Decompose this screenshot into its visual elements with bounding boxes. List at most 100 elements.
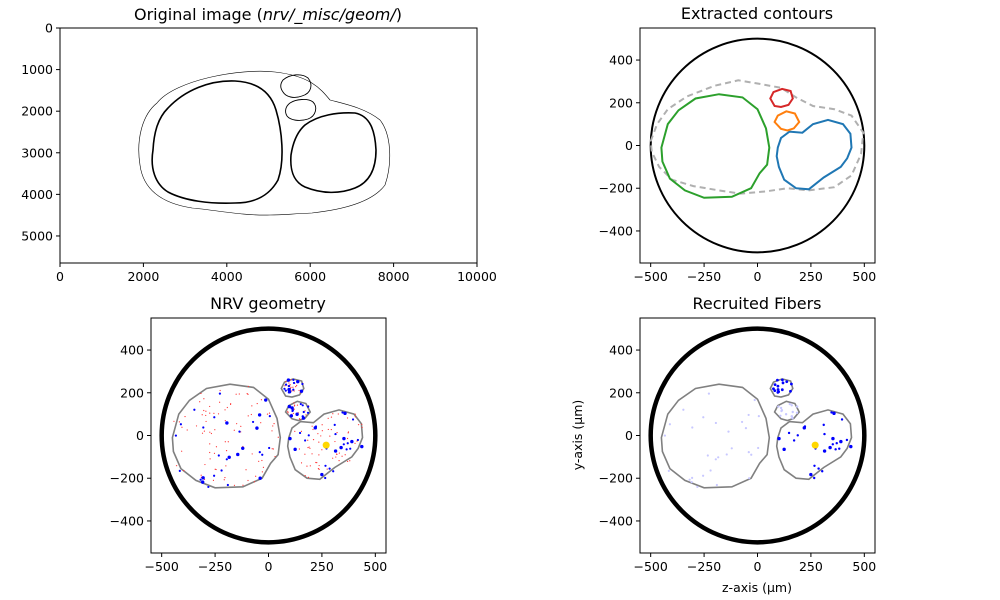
recruited-fiber — [789, 389, 792, 393]
not-recruited-fiber — [690, 481, 693, 484]
not-recruited-fiber — [717, 456, 720, 459]
not-recruited-fiber — [780, 409, 783, 413]
recruited-fiber — [817, 467, 820, 470]
not-recruited-fiber — [779, 414, 782, 418]
unmyelinated-fiber — [212, 479, 215, 481]
myelinated-fiber — [301, 382, 304, 386]
myelinated-fiber — [292, 381, 296, 385]
unmyelinated-fiber — [203, 430, 205, 432]
x-tick-label: 0 — [56, 269, 64, 284]
y-tick-label: 3000 — [21, 145, 53, 160]
unmyelinated-fiber — [299, 418, 301, 421]
not-recruited-fiber — [715, 483, 718, 487]
unmyelinated-fiber — [298, 418, 301, 420]
myelinated-fiber — [287, 385, 291, 388]
unmyelinated-fiber — [201, 432, 204, 434]
unmyelinated-fiber — [213, 412, 215, 414]
unmyelinated-fiber — [238, 393, 240, 395]
unmyelinated-fiber — [173, 420, 175, 422]
unmyelinated-fiber — [201, 414, 203, 416]
myelinated-fiber — [333, 449, 338, 453]
recruited-fiber — [777, 436, 781, 441]
fascicle-1-outline — [660, 383, 771, 489]
not-recruited-fiber — [688, 478, 691, 481]
unmyelinated-fiber — [215, 468, 217, 471]
not-recruited-fiber — [795, 411, 799, 415]
myelinated-fiber — [339, 445, 343, 450]
epineurium-contour — [649, 79, 865, 195]
myelinated-fiber — [307, 405, 310, 408]
not-recruited-fiber — [702, 474, 705, 477]
fascicle-right-outline — [289, 112, 377, 194]
myelinated-fiber — [178, 469, 181, 472]
recruited-fiber — [828, 445, 832, 450]
unmyelinated-fiber — [296, 384, 298, 387]
myelinated-fiber — [298, 431, 302, 435]
fascicle-1-contour — [660, 93, 771, 199]
unmyelinated-fiber — [260, 399, 263, 401]
unmyelinated-fiber — [326, 468, 328, 470]
myelinated-fiber — [217, 454, 220, 457]
unmyelinated-fiber — [225, 465, 227, 467]
unmyelinated-fiber — [304, 453, 306, 455]
plot-frame — [639, 317, 876, 554]
not-recruited-fiber — [707, 392, 711, 395]
unmyelinated-fiber — [199, 401, 201, 403]
x-tick-label: −250 — [687, 269, 721, 284]
myelinated-fiber — [299, 402, 302, 406]
myelinated-fiber — [289, 414, 294, 418]
plot-frame — [150, 317, 387, 554]
unmyelinated-fiber — [271, 448, 273, 450]
unmyelinated-fiber — [321, 424, 323, 426]
unmyelinated-fiber — [295, 385, 297, 388]
myelinated-fiber — [200, 480, 205, 484]
unmyelinated-fiber — [312, 439, 315, 441]
electrode-marker — [811, 441, 819, 449]
recruited-fiber — [813, 476, 816, 480]
myelinated-fiber — [207, 485, 210, 489]
unmyelinated-fiber — [262, 466, 265, 469]
panel1-title: Original image (nrv/_misc/geom/) — [134, 5, 402, 25]
unmyelinated-fiber — [226, 406, 228, 409]
unmyelinated-fiber — [251, 453, 253, 455]
myelinated-fiber — [268, 446, 271, 450]
unmyelinated-fiber — [195, 425, 198, 427]
unmyelinated-fiber — [361, 426, 363, 429]
myelinated-fiber — [287, 404, 292, 409]
fascicle-3-outline — [773, 400, 801, 422]
unmyelinated-fiber — [215, 446, 218, 448]
recruited-fiber — [780, 378, 784, 382]
recruited-fiber — [834, 448, 837, 451]
unmyelinated-fiber — [210, 432, 213, 435]
unmyelinated-fiber — [294, 430, 296, 432]
x-tick-label: 0 — [265, 559, 273, 574]
recruited-fiber — [781, 381, 785, 385]
not-recruited-fiber — [791, 410, 794, 414]
myelinated-fiber — [291, 409, 294, 413]
not-recruited-fiber — [727, 430, 730, 433]
myelinated-fiber — [202, 426, 205, 429]
unmyelinated-fiber — [181, 426, 183, 428]
x-tick-label: 250 — [799, 559, 823, 574]
not-recruited-fiber — [730, 447, 733, 450]
unmyelinated-fiber — [214, 468, 216, 470]
y-tick-label: 400 — [609, 343, 633, 358]
unmyelinated-fiber — [354, 442, 356, 445]
myelinated-fiber — [284, 389, 287, 392]
unmyelinated-fiber — [274, 455, 276, 458]
unmyelinated-fiber — [294, 404, 296, 406]
x-tick-label: 8000 — [378, 269, 410, 284]
unmyelinated-fiber — [318, 464, 320, 467]
myelinated-fiber — [283, 387, 286, 390]
y-tick-label: 400 — [120, 343, 144, 358]
unmyelinated-fiber — [300, 462, 303, 464]
y-tick-label: 0 — [45, 21, 53, 36]
recruited-fiber — [822, 449, 827, 453]
unmyelinated-fiber — [336, 431, 338, 434]
panel-original-image: Original image (nrv/_misc/geom/) 0 2000 40… — [21, 5, 497, 284]
myelinated-fiber — [201, 476, 205, 480]
unmyelinated-fiber — [347, 460, 349, 463]
fascicle-left-outline — [151, 80, 283, 204]
not-recruited-fiber — [784, 413, 788, 416]
not-recruited-fiber — [790, 404, 793, 407]
